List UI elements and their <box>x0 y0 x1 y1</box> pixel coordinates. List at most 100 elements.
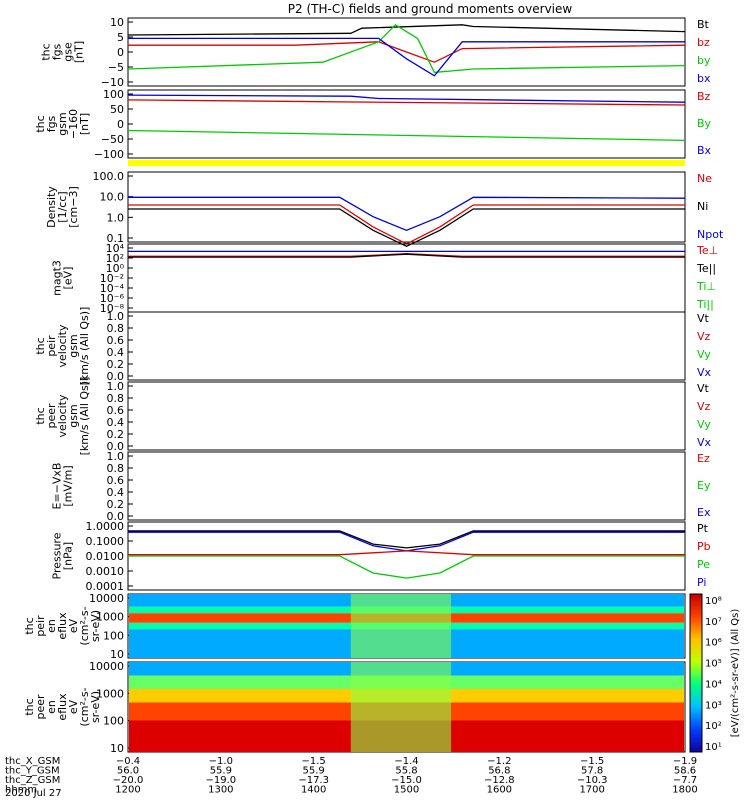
legend-Vt: Vt <box>697 382 710 395</box>
y-tick-label: 10000 <box>89 660 124 673</box>
y-tick-label: 0.6 <box>107 334 125 347</box>
series-bx <box>128 37 685 77</box>
y-axis-label: thcpeervelocitygsm[km/s (All Qs)] <box>34 377 91 456</box>
colorbar-scale <box>689 593 703 753</box>
y-tick-label: 0.0001 <box>86 580 125 593</box>
heatmap-region <box>350 662 452 752</box>
panel-6: 1.00.80.60.40.20.0 thcpeervelocitygsm[km/… <box>34 377 712 456</box>
legend-by: by <box>697 54 711 67</box>
series-Ne <box>128 204 685 245</box>
legend-Pe: Pe <box>697 558 710 571</box>
y-tick-label: 0.0100 <box>86 550 125 563</box>
y-tick-label: 1.0 <box>107 310 125 323</box>
y-axis-label: magt3[eV] <box>51 260 75 296</box>
y-tick-label: 10 <box>110 16 124 29</box>
y-axis-label: thcpeerenefluxeV(cm²-s-sr-eV) <box>23 687 102 726</box>
x-tick-label: −20.0 <box>113 775 144 786</box>
y-tick-label: 0.0 <box>107 370 125 383</box>
y-axis-label: Pressure[nPa] <box>51 532 75 579</box>
legend-Te||: Te|| <box>696 262 716 275</box>
x-tick-label: −12.8 <box>484 775 515 786</box>
legend-Vy: Vy <box>697 418 711 431</box>
x-tick-label: 1400 <box>301 785 326 796</box>
x-tick-label: 1800 <box>672 785 697 796</box>
x-row-label: thc_Y_GSM <box>5 766 60 777</box>
legend-Pb: Pb <box>697 540 711 553</box>
legend-Ez: Ez <box>697 452 710 465</box>
x-tick-label: 56.8 <box>488 766 510 777</box>
y-tick-label: 0.1000 <box>86 535 125 548</box>
y-tick-label: 0.6 <box>107 474 125 487</box>
series-Pt <box>128 530 685 549</box>
colorbar-tick: 10² <box>705 721 722 732</box>
series-bz <box>128 41 686 63</box>
series-Pb <box>128 550 685 556</box>
x-tick-label: −1.4 <box>394 756 418 767</box>
y-tick-label: −50 <box>101 133 124 146</box>
panel-5: 1.00.80.60.40.20.0 thcpeirvelocitygsm[km/… <box>34 307 712 386</box>
x-tick-label: −17.3 <box>298 775 329 786</box>
legend-Bt: Bt <box>697 18 710 31</box>
y-tick-label: −5 <box>108 61 124 74</box>
x-tick-label: −1.5 <box>302 756 326 767</box>
y-tick-label: 10 <box>110 742 124 755</box>
colorbar-label: [eV/(cm²-s-sr-eV)] (All Qs) <box>730 609 741 738</box>
y-axis-label: thcfgsgsm−160[nT] <box>34 109 91 139</box>
legend-Vt: Vt <box>697 312 710 325</box>
y-tick-label: 1.0 <box>107 211 125 224</box>
x-tick-label: −0.4 <box>116 756 140 767</box>
legend-Te⊥: Te⊥ <box>696 244 718 257</box>
y-tick-label: 50 <box>110 103 124 116</box>
series-Bt <box>127 24 686 36</box>
y-tick-label: 1.0 <box>107 380 125 393</box>
y-tick-label: −10 <box>101 76 124 89</box>
panel-9: 10000 1000 100 10 thcpeirenefluxeV(cm²-s-sr-… <box>23 592 686 661</box>
x-row-label: thc_X_GSM <box>5 756 60 767</box>
x-tick-label: −1.2 <box>487 756 511 767</box>
series-Te|| <box>128 253 685 258</box>
x-tick-label: 56.0 <box>117 766 139 777</box>
x-tick-label: −10.3 <box>577 775 608 786</box>
flag-bar <box>128 160 685 166</box>
series-Bz <box>127 99 686 106</box>
y-tick-label: 1000 <box>96 611 124 624</box>
legend-Ni: Ni <box>697 200 708 213</box>
y-axis-label: thcfgsgse[nT] <box>40 41 86 63</box>
panel-frame <box>127 451 686 521</box>
x-tick-label: 1300 <box>208 785 233 796</box>
colorbar-tick: 10⁵ <box>705 659 722 670</box>
x-tick-label: 1200 <box>115 785 140 796</box>
y-tick-label: −100 <box>94 148 124 161</box>
y-tick-label: 100 <box>103 715 124 728</box>
y-axis-label: E=−VxB[mV/m] <box>51 463 75 510</box>
y-tick-label: 0.4 <box>107 346 125 359</box>
legend-Vz: Vz <box>697 400 711 413</box>
x-tick-label: 1500 <box>394 785 419 796</box>
y-axis-label: thcpeirvelocitygsm[km/s (All Qs)] <box>34 307 91 386</box>
y-tick-label: 10⁰ <box>106 262 125 275</box>
series-Ni <box>128 208 685 248</box>
legend-Vx: Vx <box>697 366 712 379</box>
x-date-label: 2020 Jul 27 <box>5 788 62 799</box>
x-tick-label: −1.0 <box>209 756 233 767</box>
y-tick-label: 0.6 <box>107 404 125 417</box>
legend-Vz: Vz <box>697 330 711 343</box>
y-tick-label: 1.0 <box>107 450 125 463</box>
y-tick-label: 5 <box>117 31 124 44</box>
x-tick-label: 55.9 <box>303 766 325 777</box>
y-tick-label: 10000 <box>89 592 124 605</box>
y-tick-label: 0.2 <box>107 498 125 511</box>
y-tick-label: 10⁻⁸ <box>100 302 125 315</box>
y-axis-label: Density[1/cc][cm−3] <box>45 186 80 228</box>
legend-Vy: Vy <box>697 348 711 361</box>
series-Bx <box>127 94 686 103</box>
y-tick-label: 1.0000 <box>86 520 125 533</box>
y-tick-label: 10⁻² <box>100 272 124 285</box>
x-tick-label: 55.9 <box>210 766 232 777</box>
legend-Pt: Pt <box>697 522 709 535</box>
colorbar-tick: 10⁸ <box>705 596 722 607</box>
x-tick-label: 55.8 <box>395 766 417 777</box>
series-By <box>127 129 686 142</box>
